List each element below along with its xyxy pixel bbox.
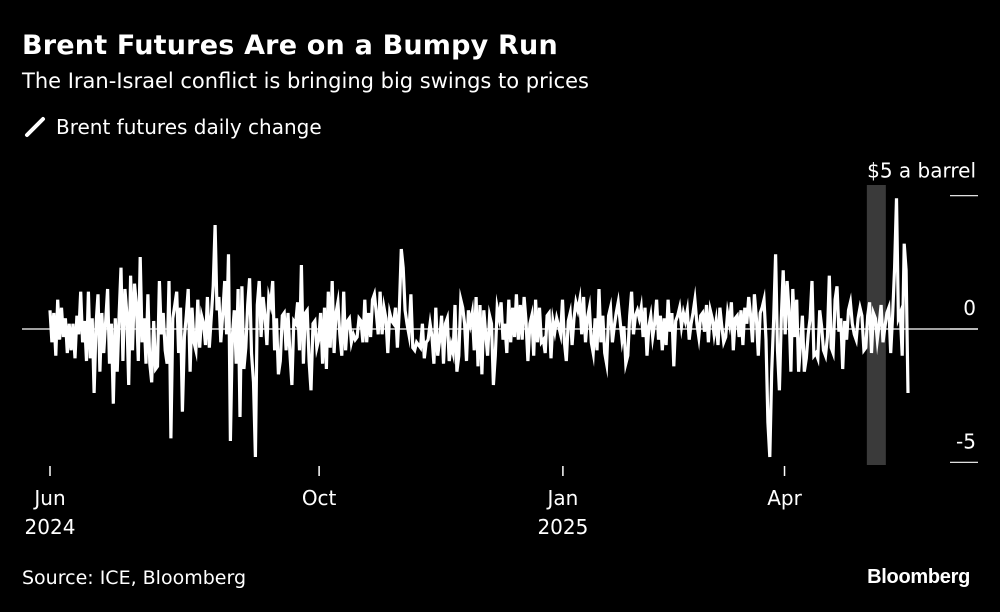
line-swatch-icon [25,117,45,137]
bloomberg-logo: Bloomberg [867,566,970,588]
chart-title: Brent Futures Are on a Bumpy Run [22,30,558,61]
x-tick-sublabel: 2025 [537,515,588,539]
x-tick-label: Apr [767,486,802,510]
x-tick-label: Oct [302,486,337,510]
x-tick-label: Jun [32,486,65,510]
y-axis-unit-label: $5 a barrel [867,159,976,183]
chart-subtitle: The Iran-Israel conflict is bringing big… [22,69,589,93]
legend-label: Brent futures daily change [56,115,322,139]
x-tick-sublabel: 2024 [25,515,76,539]
y-tick-label: 0 [963,296,976,320]
x-tick-label: Jan [545,486,578,510]
source-note: Source: ICE, Bloomberg [22,567,247,589]
y-tick-label: -5 [956,429,976,453]
legend: Brent futures daily change [22,115,322,139]
series-line-brent-daily-change [48,198,910,458]
